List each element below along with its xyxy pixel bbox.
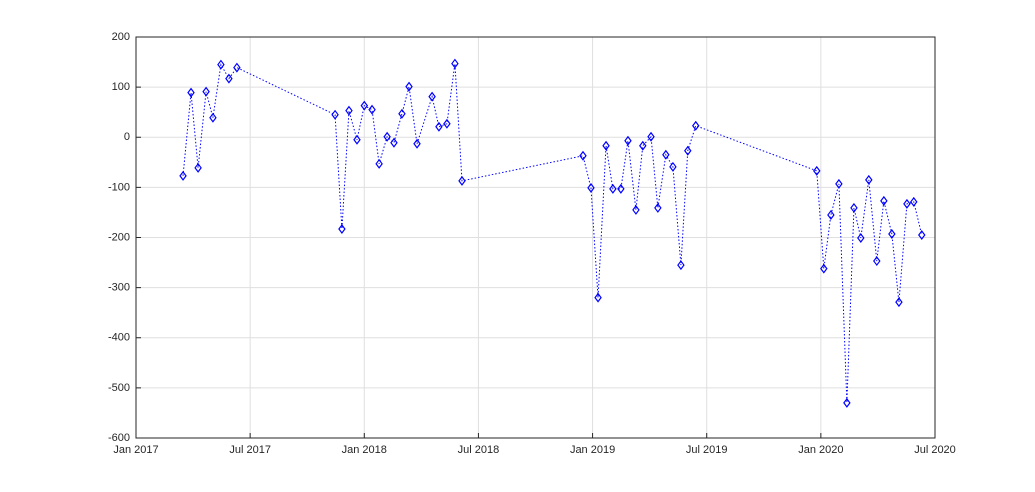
- marker: [458, 175, 466, 186]
- x-tick-label: Jan 2018: [342, 444, 387, 456]
- marker: [428, 91, 436, 102]
- marker: [850, 202, 858, 213]
- marker: [632, 204, 640, 215]
- marker: [202, 86, 210, 97]
- marker: [602, 140, 610, 151]
- marker: [398, 108, 406, 119]
- marker: [624, 135, 632, 146]
- marker: [405, 81, 413, 92]
- marker: [390, 137, 398, 148]
- plot-frame: [135, 36, 936, 439]
- marker: [451, 58, 459, 69]
- marker: [435, 121, 443, 132]
- marker: [684, 145, 692, 156]
- x-tick-label: Jul 2018: [458, 444, 500, 456]
- y-tick-label: -200: [108, 231, 130, 243]
- marker: [360, 100, 369, 111]
- marker: [812, 165, 821, 176]
- marker: [843, 397, 851, 408]
- marker: [873, 256, 881, 267]
- marker: [692, 120, 700, 131]
- marker: [888, 228, 896, 239]
- marker: [647, 131, 655, 142]
- marker: [413, 138, 421, 149]
- marker: [353, 134, 361, 145]
- marker: [827, 209, 835, 220]
- y-tick-label: -100: [108, 181, 130, 193]
- marker: [187, 87, 195, 98]
- marker: [617, 183, 625, 194]
- x-tick-label: Jan 2017: [113, 444, 158, 456]
- x-tick-label: Jan 2019: [570, 444, 615, 456]
- marker: [669, 161, 677, 172]
- marker: [654, 202, 662, 213]
- y-tick-label: -600: [108, 432, 130, 444]
- marker: [217, 59, 225, 70]
- marker: [857, 233, 865, 244]
- marker: [233, 62, 241, 73]
- y-tick-label: 0: [124, 131, 130, 143]
- marker: [331, 109, 339, 120]
- marker: [820, 263, 828, 274]
- marker: [194, 162, 202, 173]
- marker: [345, 105, 353, 116]
- marker: [910, 196, 918, 207]
- marker: [903, 198, 911, 209]
- marker: [918, 229, 926, 240]
- marker: [835, 178, 843, 189]
- y-tick-label: -300: [108, 282, 130, 294]
- marker: [880, 195, 888, 206]
- marker: [594, 292, 602, 303]
- y-tick-label: -400: [108, 332, 130, 344]
- marker: [209, 112, 217, 123]
- x-tick-label: Jul 2019: [686, 444, 728, 456]
- marker: [662, 149, 670, 160]
- x-tick-label: Jan 2020: [798, 444, 843, 456]
- marker: [609, 183, 617, 194]
- marker: [375, 158, 383, 169]
- y-tick-label: 100: [112, 81, 130, 93]
- series-line: [182, 63, 923, 403]
- marker: [443, 118, 451, 129]
- y-tick-label: 200: [112, 31, 130, 43]
- x-tick-label: Jul 2017: [229, 444, 271, 456]
- y-tick-label: -500: [108, 382, 130, 394]
- marker: [225, 73, 233, 84]
- marker: [579, 150, 587, 161]
- marker: [179, 170, 187, 181]
- marker: [895, 297, 903, 308]
- marker: [383, 131, 391, 142]
- marker: [639, 140, 647, 151]
- marker: [587, 182, 595, 193]
- marker: [677, 260, 685, 271]
- marker: [865, 174, 873, 185]
- x-tick-label: Jul 2020: [914, 444, 956, 456]
- marker: [338, 223, 346, 234]
- marker: [368, 104, 376, 115]
